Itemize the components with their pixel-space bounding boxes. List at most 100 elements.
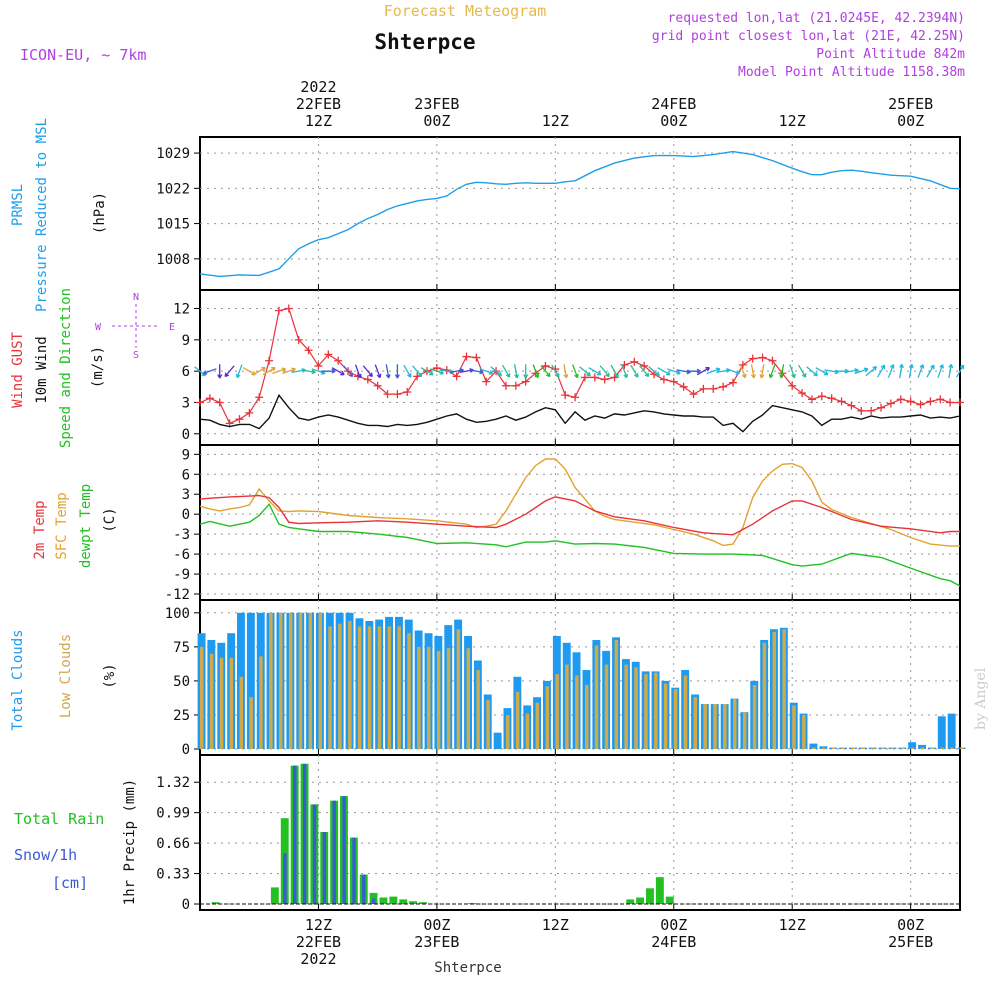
- wind-vector-arrow: [235, 364, 243, 379]
- wind-gust-marker: [956, 398, 964, 407]
- y-tick-label: 100: [165, 606, 190, 622]
- panel-frame: [199, 136, 961, 291]
- wind-gust-marker: [926, 397, 935, 406]
- wind-vector-arrow: [806, 366, 818, 377]
- temp-dewpt-line: [199, 502, 961, 587]
- y-tick-label: -9: [173, 567, 190, 583]
- cloud-low-bar: [890, 747, 895, 749]
- cloud-low-bar: [802, 715, 806, 749]
- wind-vector-arrow: [551, 364, 560, 378]
- temp-unit-label: (C): [102, 507, 118, 532]
- wind-vector-arrow: [362, 365, 373, 378]
- wind-gust-marker: [817, 392, 826, 401]
- top-title: Forecast Meteogram: [384, 2, 547, 20]
- top-hour-label: 12Z: [542, 112, 569, 130]
- wind-vector-arrow: [898, 363, 904, 379]
- y-tick-label: 75: [173, 640, 190, 656]
- top-hour-label: 12Z: [305, 112, 332, 130]
- cloud-total-label: Total Clouds: [10, 629, 26, 730]
- wind-vector-arrow: [563, 364, 569, 379]
- pressure-label-prmsl: PRMSL: [10, 184, 26, 226]
- panel-temperature: -12 -9 -6 -3 0 3 6 9: [165, 444, 961, 603]
- wind-vector-arrow: [789, 364, 796, 379]
- precip-rain-bar: [270, 887, 279, 904]
- wind-gust-marker: [679, 382, 688, 391]
- wind-vector-arrow: [579, 366, 591, 377]
- wind-gust-marker: [748, 354, 757, 363]
- cloud-low-bar: [910, 747, 915, 749]
- compass-icon: N S W E: [95, 292, 175, 361]
- cloud-total-bar: [937, 716, 946, 749]
- wind-vector-arrow: [955, 364, 965, 378]
- wind-gust-marker: [205, 394, 214, 403]
- temp-sfc-line: [199, 458, 960, 547]
- precip-rain-bar: [379, 897, 388, 904]
- wind-gust-line: [199, 307, 960, 425]
- cloud-low-bar: [288, 612, 293, 749]
- precip-rain-bar: [369, 892, 378, 904]
- cloud-low-bar: [209, 653, 214, 749]
- cloud-low-bar: [466, 648, 470, 749]
- cloud-low-bar: [565, 664, 569, 749]
- cloud-low-bar: [723, 704, 727, 749]
- cloud-low-bar: [456, 629, 461, 749]
- wind-gust-marker: [669, 377, 678, 386]
- wind-gust-marker: [383, 390, 392, 399]
- wind-gust-marker: [788, 381, 797, 390]
- wind-vector-arrow: [739, 364, 747, 379]
- bottom-hour-label: 00Z: [660, 916, 687, 934]
- y-tick-label: 3: [182, 395, 190, 411]
- panel-frame: [199, 754, 961, 911]
- wind-vector-arrow: [282, 367, 296, 375]
- cloud-low-bar: [851, 747, 855, 749]
- cloud-low-bar: [693, 697, 697, 749]
- bottom-hour-label: 00Z: [897, 916, 924, 934]
- y-tick-label: 0.99: [156, 806, 190, 822]
- bottom-hour-label: 12Z: [779, 916, 806, 934]
- cloud-low-bar: [762, 642, 767, 749]
- top-date-label: 22FEB: [296, 95, 341, 113]
- wind-gust-marker: [590, 373, 599, 382]
- wind-vector-arrow: [469, 369, 484, 375]
- y-tick-label: 12: [173, 302, 190, 318]
- wind-gust-marker: [245, 408, 254, 417]
- top-date-label: 23FEB: [414, 95, 459, 113]
- panel-pressure: 1008 1015 1022 1029: [156, 136, 961, 291]
- wind-gust-marker: [640, 361, 649, 370]
- cloud-low-bar: [476, 670, 480, 749]
- cloud-total-bar: [947, 713, 956, 749]
- cloud-low-bar: [673, 689, 678, 749]
- wind-vector-arrow: [865, 366, 878, 377]
- precip-cm-label: [cm]: [52, 874, 88, 892]
- cloud-low-bar: [614, 640, 619, 749]
- pressure-unit-label: (hPa): [92, 192, 108, 234]
- wind-gust-marker: [255, 393, 264, 402]
- wind-vector-arrow: [937, 364, 944, 378]
- precip-rain-bar: [419, 902, 427, 904]
- wind-vector-arrow: [572, 364, 579, 379]
- wind-gust-marker: [827, 394, 836, 403]
- precip-rain-bar: [665, 896, 674, 904]
- y-tick-label: 6: [182, 364, 190, 380]
- cloud-unit-label: (%): [102, 663, 118, 688]
- top-hour-label: 00Z: [660, 112, 687, 130]
- cloud-low-bar: [624, 664, 628, 749]
- cloud-total-bar: [918, 744, 926, 749]
- wind-gust-marker: [472, 353, 481, 362]
- y-tick-label: 0: [182, 507, 190, 523]
- cloud-low-bar: [654, 672, 658, 749]
- cloud-total-bar: [493, 732, 502, 749]
- wind-vector-arrow: [588, 367, 602, 376]
- precip-rain-bar: [211, 902, 220, 904]
- compass-s-label: S: [133, 350, 139, 361]
- wind-vector-arrow: [224, 365, 235, 378]
- wind-gust-marker: [699, 384, 708, 393]
- y-tick-label: -3: [173, 527, 190, 543]
- wind-gust-marker: [304, 346, 313, 355]
- wind-vector-arrow: [252, 367, 266, 376]
- y-tick-label: 0: [182, 897, 190, 913]
- cloud-low-bar: [821, 747, 826, 749]
- wind-vector-arrow: [854, 367, 869, 375]
- wind-vector-arrow: [599, 365, 610, 378]
- precip-rain-bar: [389, 896, 398, 904]
